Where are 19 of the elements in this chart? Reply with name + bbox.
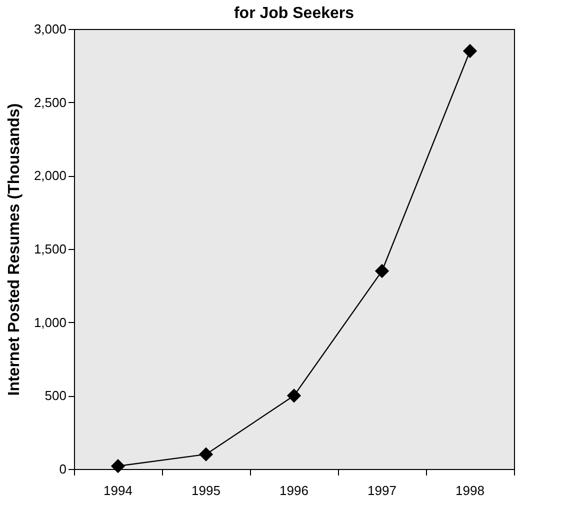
y-tick-label: 1,000 bbox=[34, 314, 66, 330]
y-axis-title: Internet Posted Resumes (Thousands) bbox=[6, 103, 23, 396]
point bbox=[198, 447, 214, 462]
chart-title: for Job Seekers bbox=[234, 5, 354, 22]
point bbox=[374, 264, 390, 278]
y-tick-label: 1,500 bbox=[34, 242, 66, 256]
y-tick-label: 500 bbox=[44, 388, 66, 404]
x-tick-label: 1996 bbox=[280, 483, 308, 498]
point bbox=[110, 458, 126, 474]
y-tick-label: 3,000 bbox=[34, 22, 66, 36]
x-tick-label: 1998 bbox=[456, 483, 484, 498]
point bbox=[462, 44, 478, 58]
y-tick-label: 2,500 bbox=[34, 94, 66, 110]
x-tick-label: 1997 bbox=[368, 483, 396, 498]
x-tick-label: 1994 bbox=[104, 483, 132, 498]
x-tick-label: 1995 bbox=[192, 483, 220, 498]
point bbox=[286, 388, 302, 403]
y-tick-label: 2,000 bbox=[34, 168, 66, 184]
y-tick-label: 0 bbox=[59, 462, 66, 476]
